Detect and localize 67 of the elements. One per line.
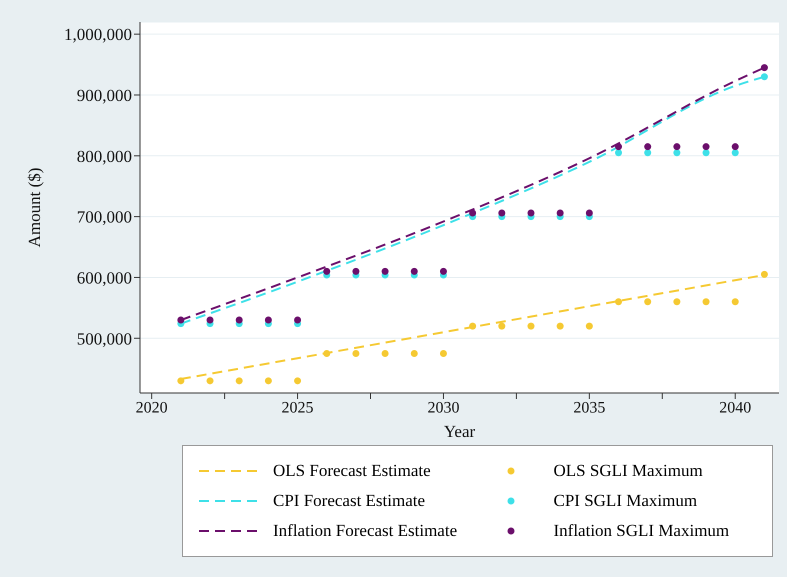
x-axis-title: Year (444, 422, 476, 441)
y-tick-label: 800,000 (76, 146, 132, 166)
point (294, 377, 302, 384)
point (236, 316, 243, 324)
point (206, 316, 214, 324)
y-tick-label: 1,000,000 (64, 25, 132, 44)
point (644, 143, 652, 150)
point (644, 149, 652, 156)
point (352, 350, 360, 357)
point (615, 149, 622, 156)
x-tick-label: 2025 (282, 399, 314, 416)
point (177, 316, 184, 324)
point (382, 268, 389, 275)
point (586, 322, 593, 330)
x-tick-label: 2035 (573, 399, 606, 416)
y-tick-label: 900,000 (76, 86, 132, 106)
point (352, 268, 360, 275)
point (469, 209, 476, 216)
legend-label: OLS SGLI Maximum (554, 461, 703, 481)
point (498, 209, 506, 216)
legend-label: Inflation SGLI Maximum (554, 521, 730, 541)
point (760, 73, 768, 80)
point (673, 143, 680, 150)
x-tick-label: 2020 (136, 399, 168, 416)
y-tick-label: 500,000 (76, 329, 132, 348)
legend-label: OLS Forecast Estimate (273, 461, 431, 481)
point (294, 316, 302, 324)
y-tick-label: 600,000 (76, 268, 132, 288)
y-tick-label: 700,000 (76, 208, 132, 227)
point (760, 270, 768, 278)
point (382, 350, 389, 357)
point (586, 209, 593, 216)
point (264, 316, 272, 324)
point (323, 268, 330, 275)
point (732, 143, 739, 150)
point (615, 298, 622, 306)
x-tick-label: 2030 (427, 399, 460, 416)
point (440, 350, 447, 357)
point (644, 298, 652, 306)
point (702, 143, 710, 150)
legend-label: CPI Forecast Estimate (273, 491, 426, 511)
point (440, 268, 447, 275)
point (177, 377, 184, 384)
point (410, 350, 418, 357)
point (615, 143, 622, 150)
point (732, 149, 739, 156)
point (556, 209, 564, 216)
point (527, 322, 534, 330)
point (498, 322, 506, 330)
point (469, 322, 476, 330)
y-axis-title: Amount ($) (25, 168, 44, 248)
point (760, 64, 768, 72)
point (236, 377, 243, 384)
legend-label: CPI SGLI Maximum (554, 491, 698, 511)
point (732, 298, 739, 306)
point (264, 377, 272, 384)
point (702, 298, 710, 306)
point (410, 268, 418, 275)
point (702, 149, 710, 156)
point (673, 298, 680, 306)
point (206, 377, 214, 384)
point (527, 209, 534, 216)
point (556, 322, 564, 330)
point (673, 149, 680, 156)
legend-label: Inflation Forecast Estimate (273, 521, 458, 541)
point (323, 350, 330, 357)
x-tick-label: 2040 (719, 399, 752, 416)
